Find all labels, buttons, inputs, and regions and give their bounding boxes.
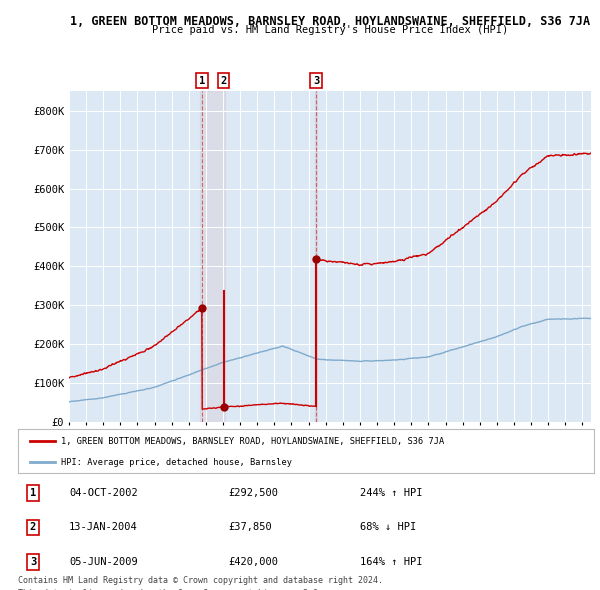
Bar xyxy=(200,91,225,422)
Text: Price paid vs. HM Land Registry's House Price Index (HPI): Price paid vs. HM Land Registry's House … xyxy=(152,25,508,35)
Text: £292,500: £292,500 xyxy=(228,489,278,498)
Text: 3: 3 xyxy=(30,557,36,566)
Text: This data is licensed under the Open Government Licence v3.0.: This data is licensed under the Open Gov… xyxy=(18,589,323,590)
Text: 13-JAN-2004: 13-JAN-2004 xyxy=(69,523,138,532)
Text: 244% ↑ HPI: 244% ↑ HPI xyxy=(360,489,422,498)
Text: 1: 1 xyxy=(30,489,36,498)
Text: £37,850: £37,850 xyxy=(228,523,272,532)
Bar xyxy=(314,91,317,422)
Text: HPI: Average price, detached house, Barnsley: HPI: Average price, detached house, Barn… xyxy=(61,458,292,467)
Text: 1, GREEN BOTTOM MEADOWS, BARNSLEY ROAD, HOYLANDSWAINE, SHEFFIELD, S36 7JA: 1, GREEN BOTTOM MEADOWS, BARNSLEY ROAD, … xyxy=(61,437,445,446)
Text: 2: 2 xyxy=(30,523,36,532)
Text: 68% ↓ HPI: 68% ↓ HPI xyxy=(360,523,416,532)
Text: 164% ↑ HPI: 164% ↑ HPI xyxy=(360,557,422,566)
Text: 1: 1 xyxy=(199,76,205,86)
Text: 04-OCT-2002: 04-OCT-2002 xyxy=(69,489,138,498)
Text: 3: 3 xyxy=(313,76,319,86)
Text: £420,000: £420,000 xyxy=(228,557,278,566)
Text: 1, GREEN BOTTOM MEADOWS, BARNSLEY ROAD, HOYLANDSWAINE, SHEFFIELD, S36 7JA: 1, GREEN BOTTOM MEADOWS, BARNSLEY ROAD, … xyxy=(70,15,590,28)
Text: 2: 2 xyxy=(221,76,227,86)
Text: Contains HM Land Registry data © Crown copyright and database right 2024.: Contains HM Land Registry data © Crown c… xyxy=(18,576,383,585)
Text: 05-JUN-2009: 05-JUN-2009 xyxy=(69,557,138,566)
